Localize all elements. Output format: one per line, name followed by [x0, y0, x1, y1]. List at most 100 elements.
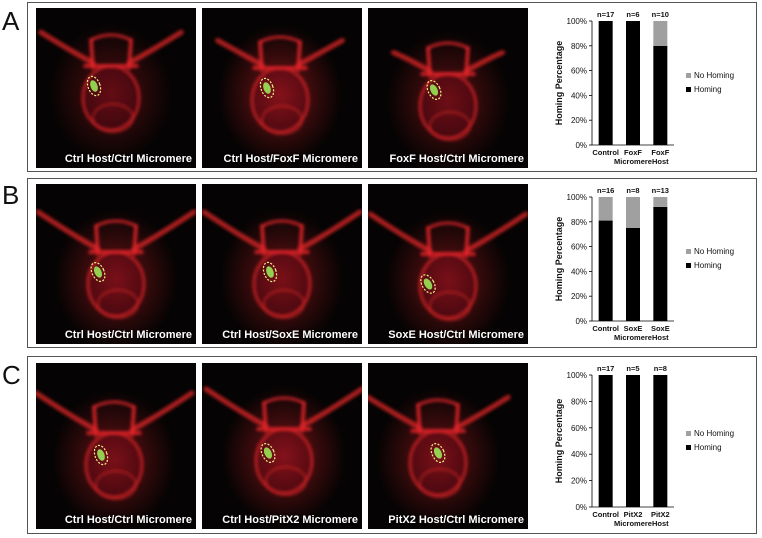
micrograph-a3: FoxF Host/Ctrl Micromere [368, 8, 528, 168]
y-tick-label: 0% [575, 503, 587, 512]
micrograph-c1: Ctrl Host/Ctrl Micromere [36, 363, 196, 529]
embryo-image [368, 388, 511, 528]
micrograph-b3: SoxE Host/Ctrl Micromere [368, 184, 528, 344]
panel-label-a: A [2, 6, 20, 36]
x-tick-label: FoxF [651, 148, 669, 157]
bar-homing [626, 375, 640, 507]
y-tick-label: 40% [571, 91, 587, 100]
y-tick-label: 20% [571, 477, 587, 486]
embryo-image [36, 209, 196, 344]
y-tick-label: 0% [575, 141, 587, 150]
y-tick-label: 100% [567, 193, 587, 202]
y-axis-label: Homing Percentage [554, 399, 564, 484]
y-tick-label: 100% [567, 371, 587, 380]
y-tick-label: 60% [571, 243, 587, 252]
x-tick-label: PitX2 [651, 510, 670, 519]
legend-swatch [686, 263, 691, 268]
x-tick-label: Host [652, 333, 669, 342]
panel-a: Ctrl Host/Ctrl Micromere Ctrl Host/FoxF … [27, 2, 757, 172]
legend-swatch [686, 249, 691, 254]
micrograph-caption: Ctrl Host/FoxF Micromere [223, 153, 358, 165]
x-tick-label: SoxE [624, 324, 643, 333]
count-label: n=5 [626, 364, 639, 373]
x-tick-label: Control [592, 148, 619, 157]
embryo-image [215, 25, 345, 165]
count-label: n=13 [652, 186, 669, 195]
micrograph-b2: Ctrl Host/SoxE Micromere [202, 184, 362, 344]
micrograph-caption: Ctrl Host/Ctrl Micromere [64, 153, 192, 165]
homing-chart-a: 0% 20% 40% 60% 80% 100% Homing Percentage n=17 C… [534, 3, 756, 171]
legend-label: Homing [694, 443, 722, 452]
bar-no-homing [653, 21, 668, 46]
micrograph-caption: Ctrl Host/SoxE Micromere [222, 329, 358, 341]
y-tick-label: 60% [571, 424, 587, 433]
legend-swatch [686, 73, 691, 78]
panel-b: Ctrl Host/Ctrl Micromere Ctrl Host/SoxE … [27, 178, 757, 348]
embryo-image [386, 31, 510, 168]
y-tick-label: 80% [571, 397, 587, 406]
y-tick-label: 80% [571, 218, 587, 227]
bar-homing [598, 21, 613, 145]
x-tick-label: Host [652, 157, 669, 166]
y-axis-label: Homing Percentage [554, 41, 564, 126]
bar-no-homing [598, 197, 613, 221]
x-tick-label: SoxE [651, 324, 670, 333]
bar-no-homing [653, 197, 668, 207]
embryo-image [202, 209, 362, 344]
count-label: n=6 [626, 10, 639, 19]
count-label: n=17 [597, 10, 614, 19]
legend-label: No Homing [694, 71, 734, 80]
micrograph-a2: Ctrl Host/FoxF Micromere [202, 8, 362, 168]
micrograph-c2: Ctrl Host/PitX2 Micromere [202, 363, 362, 529]
y-tick-label: 20% [571, 116, 587, 125]
chart-svg: 0% 20% 40% 60% 80% 100% Homing Percentage n=16 C… [554, 186, 734, 342]
y-tick-label: 20% [571, 292, 587, 301]
micrograph-c3: PitX2 Host/Ctrl Micromere [368, 363, 528, 529]
micrograph-caption: SoxE Host/Ctrl Micromere [388, 329, 524, 341]
count-label: n=10 [652, 10, 669, 19]
bar-homing [653, 45, 668, 145]
micrograph-caption: FoxF Host/Ctrl Micromere [389, 153, 524, 165]
x-tick-label: Host [652, 519, 669, 528]
legend-swatch [686, 445, 691, 450]
panel-label-b: B [2, 180, 20, 210]
embryo-image [38, 23, 184, 163]
count-label: n=16 [597, 186, 614, 195]
micrograph-caption: Ctrl Host/Ctrl Micromere [64, 514, 192, 526]
embryo-image [203, 386, 362, 526]
bar-homing [653, 375, 668, 507]
bar-homing [626, 228, 640, 321]
legend-swatch [686, 87, 691, 92]
bar-no-homing [626, 197, 640, 228]
homing-chart-b: 0% 20% 40% 60% 80% 100% Homing Percentage n=16 C… [534, 179, 756, 347]
embryo-image [368, 211, 528, 344]
x-tick-label: Micromere [614, 333, 652, 342]
x-tick-label: Micromere [614, 519, 652, 528]
y-tick-label: 40% [571, 450, 587, 459]
bar-homing [653, 206, 668, 321]
y-tick-label: 60% [571, 67, 587, 76]
micrograph-caption: Ctrl Host/Ctrl Micromere [64, 329, 192, 341]
y-tick-label: 0% [575, 317, 587, 326]
y-tick-label: 100% [567, 17, 587, 26]
embryo-image [36, 390, 195, 529]
panel-label-c: C [2, 360, 21, 390]
legend-label: No Homing [694, 247, 734, 256]
count-label: n=8 [654, 364, 667, 373]
micrograph-b1: Ctrl Host/Ctrl Micromere [36, 184, 196, 344]
chart-svg: 0% 20% 40% 60% 80% 100% Homing Percentage n=17 C… [554, 10, 734, 166]
chart-svg: 0% 20% 40% 60% 80% 100% Homing Percentage n=17 C… [554, 364, 734, 528]
y-tick-label: 80% [571, 42, 587, 51]
x-tick-label: FoxF [624, 148, 642, 157]
bar-homing [598, 220, 613, 321]
y-tick-label: 40% [571, 267, 587, 276]
legend-label: Homing [694, 261, 722, 270]
legend-label: No Homing [694, 429, 734, 438]
bar-homing [626, 21, 640, 145]
x-tick-label: Control [592, 324, 619, 333]
x-tick-label: PitX2 [624, 510, 643, 519]
y-axis-label: Homing Percentage [554, 217, 564, 302]
micrograph-a1: Ctrl Host/Ctrl Micromere [36, 8, 196, 168]
homing-chart-c: 0% 20% 40% 60% 80% 100% Homing Percentage n=17 C… [534, 357, 756, 533]
count-label: n=17 [597, 364, 614, 373]
